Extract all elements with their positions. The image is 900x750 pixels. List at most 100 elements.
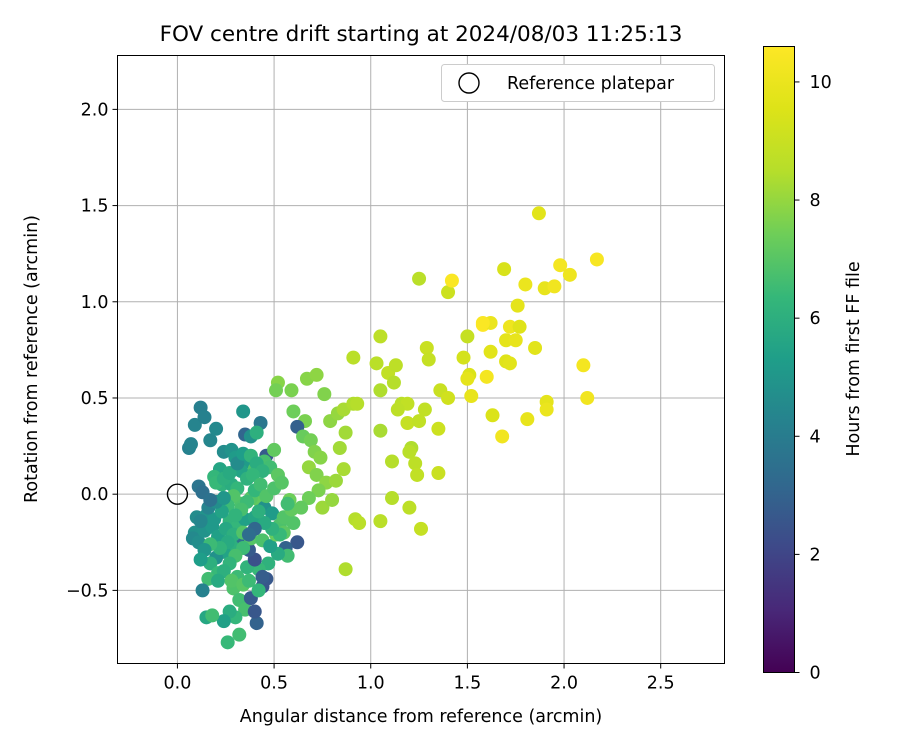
data-point — [402, 444, 417, 459]
data-point — [456, 350, 471, 365]
data-point — [216, 614, 231, 629]
data-point — [539, 402, 554, 417]
data-point — [531, 206, 546, 221]
y-axis-ticks: −0.5 0.0 0.5 1.0 1.5 2.0 — [66, 100, 118, 601]
data-point — [421, 352, 436, 367]
data-point — [309, 367, 324, 382]
data-point — [373, 383, 388, 398]
data-point — [386, 375, 401, 390]
data-point — [325, 492, 340, 507]
data-point — [255, 569, 270, 584]
data-point — [269, 383, 284, 398]
reference-marker — [166, 483, 189, 505]
data-point — [251, 504, 266, 519]
data-point — [352, 516, 367, 531]
data-point — [197, 410, 212, 425]
data-point — [547, 279, 562, 294]
data-point — [417, 402, 432, 417]
y-axis-label: Rotation from reference (arcmin) — [22, 215, 42, 503]
legend-marker — [458, 72, 480, 94]
y-tick-label: 1.5 — [81, 197, 109, 217]
legend: Reference platepar — [441, 64, 715, 102]
data-point — [303, 433, 318, 448]
scatter-points — [182, 206, 604, 650]
data-point — [502, 319, 517, 334]
data-point — [241, 527, 256, 542]
data-point — [280, 496, 295, 511]
data-point — [187, 417, 202, 432]
data-point — [400, 415, 415, 430]
data-point — [510, 298, 525, 313]
data-point — [328, 473, 343, 488]
data-point — [483, 344, 498, 359]
colorbar-tick-label: 8 — [810, 191, 821, 211]
data-point — [274, 475, 289, 490]
data-point — [338, 562, 353, 577]
legend-box — [441, 64, 715, 102]
data-point — [183, 437, 198, 452]
data-point — [412, 271, 427, 286]
data-point — [373, 514, 388, 529]
data-point — [408, 456, 423, 471]
data-point — [317, 387, 332, 402]
data-point — [216, 491, 231, 506]
data-point — [512, 319, 527, 334]
data-point — [441, 390, 456, 405]
data-point — [410, 467, 425, 482]
data-point — [373, 423, 388, 438]
data-point — [580, 390, 595, 405]
data-point — [495, 429, 510, 444]
data-point — [251, 583, 266, 598]
data-point — [431, 466, 446, 481]
y-tick-label: 1.0 — [81, 293, 109, 313]
colorbar-tick-label: 4 — [810, 427, 821, 447]
colorbar-tick-label: 0 — [810, 664, 821, 684]
data-point — [253, 477, 268, 492]
data-point — [241, 573, 256, 588]
data-point — [412, 414, 427, 429]
data-point — [301, 491, 316, 506]
data-point — [369, 356, 384, 371]
data-point — [589, 252, 604, 267]
colorbar — [763, 46, 795, 673]
data-point — [336, 462, 351, 477]
data-point — [236, 404, 251, 419]
data-point — [388, 358, 403, 373]
data-point — [222, 466, 237, 481]
colorbar-tick-label: 10 — [810, 73, 832, 93]
data-point — [518, 277, 533, 292]
data-point — [499, 333, 514, 348]
data-point — [205, 608, 220, 623]
x-tick-label: 1.0 — [357, 674, 385, 694]
data-point — [346, 350, 361, 365]
y-tick-label: 2.0 — [81, 100, 109, 120]
x-tick-label: 0.5 — [260, 674, 288, 694]
data-point — [249, 616, 264, 631]
data-point — [497, 262, 512, 277]
data-point — [203, 433, 218, 448]
data-point — [485, 408, 500, 423]
data-point — [479, 369, 494, 384]
legend-label: Reference platepar — [507, 74, 675, 94]
data-point — [311, 483, 326, 498]
y-tick-label: −0.5 — [66, 581, 109, 601]
x-tick-label: 2.5 — [647, 674, 675, 694]
data-point — [338, 425, 353, 440]
data-point — [263, 539, 278, 554]
y-tick-label: 0.5 — [81, 389, 109, 409]
data-point — [284, 383, 299, 398]
data-point — [267, 442, 282, 457]
data-point — [444, 273, 459, 288]
data-point — [290, 535, 305, 550]
x-axis-ticks: 0.0 0.5 1.0 1.5 2.0 2.5 — [164, 663, 675, 694]
data-point — [245, 467, 260, 482]
colorbar-label: Hours from first FF file — [844, 261, 864, 456]
data-point — [508, 333, 523, 348]
data-point — [265, 506, 280, 521]
x-tick-label: 2.0 — [550, 674, 578, 694]
data-point — [502, 356, 517, 371]
data-point — [390, 402, 405, 417]
data-point — [211, 573, 226, 588]
colorbar-ticks: 0 2 4 6 8 10 — [794, 73, 832, 684]
